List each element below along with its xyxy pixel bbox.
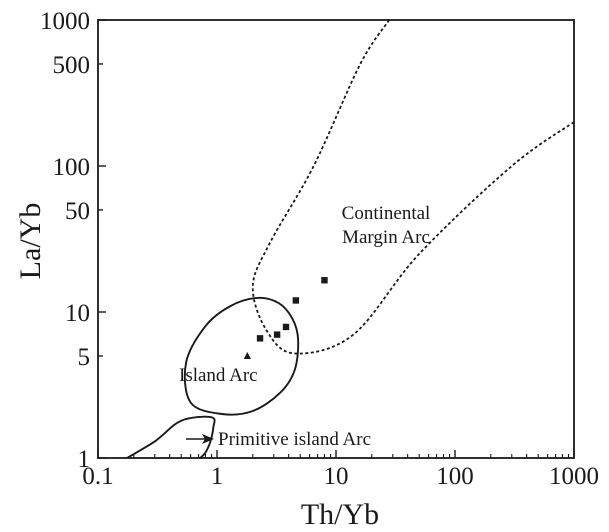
primitive-island-arc-boundary: [125, 415, 216, 458]
y-tick-label: 100: [53, 154, 91, 181]
primitive-island-arc-label: Primitive island Arc: [218, 429, 371, 450]
data-point-square: [292, 297, 300, 304]
y-tick-label: 1000: [40, 8, 90, 35]
x-tick-label: 0.1: [82, 463, 113, 490]
x-tick-label: 1000: [549, 463, 599, 490]
data-points: [243, 277, 328, 359]
plot-frame: [97, 19, 575, 459]
data-point-square: [282, 323, 290, 331]
continental-margin-arc-label: Margin Arc: [342, 227, 430, 248]
primitive-arc-arrow-icon: [202, 434, 214, 444]
continental-margin-arc-label: Continental: [342, 203, 431, 224]
y-tick-label: 5: [78, 344, 91, 371]
data-point-square: [256, 335, 264, 342]
data-point-triangle: [243, 351, 251, 359]
field-boundaries: [125, 20, 574, 458]
data-point-square: [273, 331, 281, 338]
field-labels: Continental Margin Arc Island Arc Primitive…: [179, 203, 430, 450]
x-tick-label: 10: [324, 463, 349, 490]
x-tick-label: 1: [211, 463, 224, 490]
island-arc-boundary: [183, 296, 300, 416]
data-point-square: [321, 277, 328, 284]
continental-margin-arc-boundary: [251, 20, 574, 355]
y-tick-label: 1: [78, 446, 91, 473]
y-tick-label: 50: [65, 198, 90, 225]
x-tick-label: 100: [436, 463, 474, 490]
y-axis-title: La/Yb: [14, 203, 47, 280]
y-tick-label: 10: [65, 300, 90, 327]
island-arc-label: Island Arc: [179, 365, 258, 386]
x-axis-title: Th/Yb: [301, 498, 379, 531]
y-tick-label: 500: [53, 52, 91, 79]
